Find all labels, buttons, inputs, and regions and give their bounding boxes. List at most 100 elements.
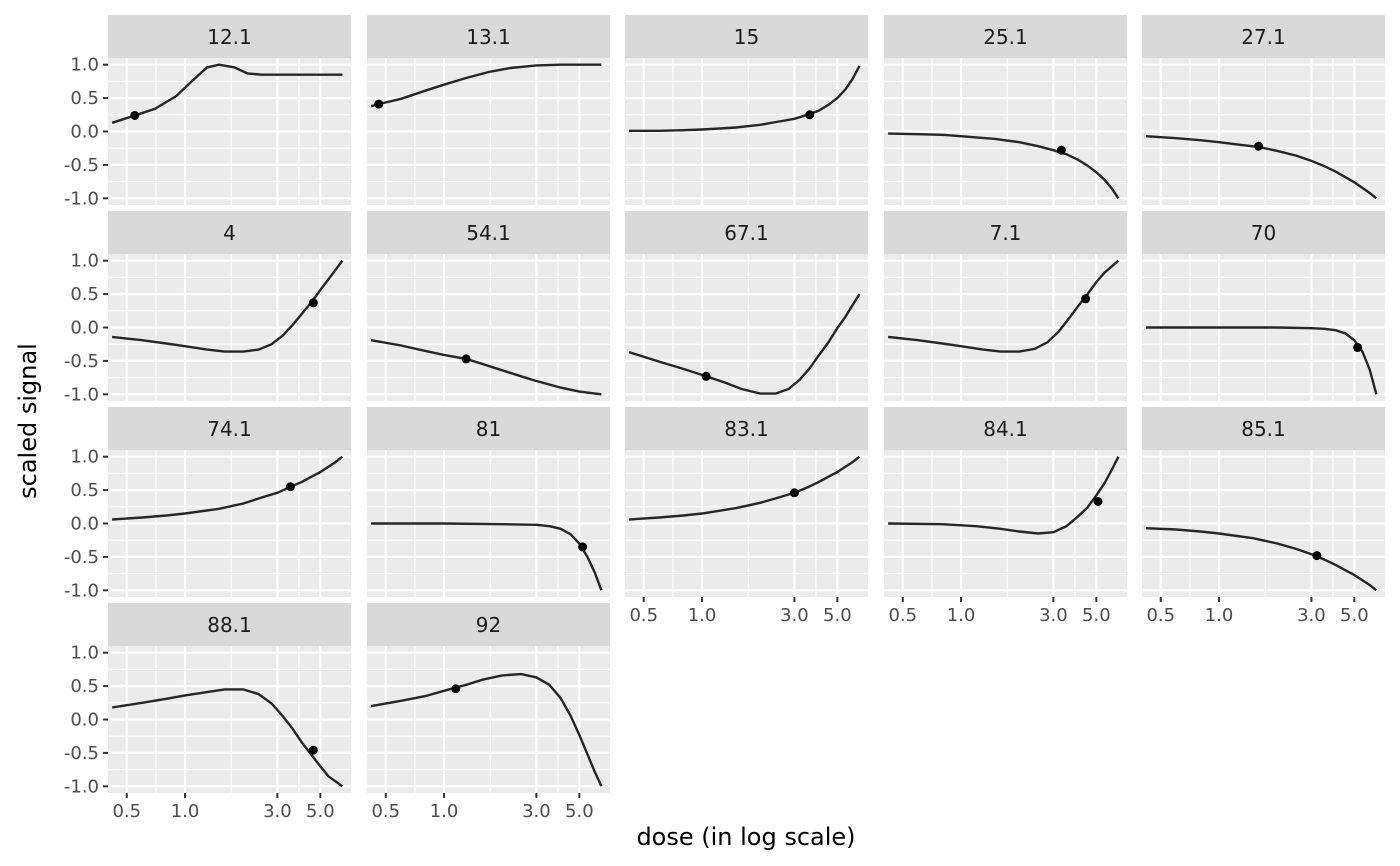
facet-strip xyxy=(625,15,868,58)
y-tick-label: -0.5 xyxy=(64,547,99,568)
facet-strip xyxy=(108,603,351,646)
x-tick-label: 0.5 xyxy=(371,801,400,822)
x-axis-title: dose (in log scale) xyxy=(636,823,855,851)
x-tick-label: 0.5 xyxy=(1146,605,1175,626)
facet-strip-label: 13.1 xyxy=(466,25,511,49)
facet-panel: 27.1 xyxy=(1142,15,1385,205)
series-curve xyxy=(111,688,344,788)
x-tick-label: 5.0 xyxy=(823,605,852,626)
facet-panel: 12.1 1.0 0.5 0.0 -0.5 -1.0 xyxy=(64,15,351,209)
facet-strip xyxy=(367,15,610,58)
facet-panel: 74.1 1.0 0.5 0.0 -0.5 -1.0 xyxy=(64,407,351,601)
data-point xyxy=(451,684,461,694)
facet-panel: 67.1 xyxy=(625,211,868,401)
facet-strip xyxy=(625,407,868,450)
data-point xyxy=(1353,343,1363,353)
facet-strip-label: 54.1 xyxy=(466,221,511,245)
y-tick-label: 1.0 xyxy=(70,447,99,468)
y-tick-label: -0.5 xyxy=(64,155,99,176)
data-point xyxy=(701,371,711,381)
data-point xyxy=(1254,141,1264,151)
series-curve xyxy=(112,455,344,521)
series-curve xyxy=(629,65,861,132)
series-curve xyxy=(887,259,1120,353)
facet-strip xyxy=(367,407,610,450)
facet-strip-label: 4 xyxy=(223,221,236,245)
facet-strip-label: 70 xyxy=(1251,221,1276,245)
facet-strip xyxy=(884,407,1127,450)
y-axis-title: scaled signal xyxy=(14,343,42,499)
series-curve xyxy=(628,293,861,395)
y-tick-label: 0.5 xyxy=(70,480,99,501)
facet-strip xyxy=(884,211,1127,254)
series-curve xyxy=(370,63,602,108)
x-tick-label: 5.0 xyxy=(306,801,335,822)
data-point xyxy=(789,488,799,498)
facet-strip-label: 15 xyxy=(734,25,759,49)
facet-strip-label: 12.1 xyxy=(207,25,252,49)
y-tick-label: -0.5 xyxy=(64,351,99,372)
x-tick-label: 1.0 xyxy=(430,801,459,822)
y-tick-label: -1.0 xyxy=(64,384,99,405)
y-tick-label: 0.0 xyxy=(70,710,99,731)
facet-strip-label: 25.1 xyxy=(983,25,1028,49)
data-point xyxy=(1081,294,1091,304)
facet-strip-label: 74.1 xyxy=(207,417,252,441)
facet-strip xyxy=(625,211,868,254)
y-tick-label: 0.0 xyxy=(70,122,99,143)
y-tick-label: 0.0 xyxy=(70,514,99,535)
data-point xyxy=(1093,496,1103,506)
facet-strip xyxy=(108,15,351,58)
data-point xyxy=(374,99,384,109)
facet-panel: 88.1 1.0 0.5 0.0 -0.5 -1.0 0.5 1.0 3.0 5.0 xyxy=(64,603,351,822)
x-tick-label: 3.0 xyxy=(522,801,551,822)
series-curve xyxy=(1146,527,1378,592)
series-curve xyxy=(888,456,1120,535)
facet-strip xyxy=(367,211,610,254)
x-tick-label: 1.0 xyxy=(688,605,717,626)
facet-panel: 15 xyxy=(625,15,868,205)
data-point xyxy=(578,542,588,552)
facet-panel: 81 xyxy=(367,407,610,597)
y-tick-label: -1.0 xyxy=(64,580,99,601)
facet-strip-label: 27.1 xyxy=(1241,25,1286,49)
series-curve xyxy=(370,672,603,787)
facet-strip-label: 85.1 xyxy=(1241,417,1286,441)
y-tick-label: 1.0 xyxy=(70,251,99,272)
y-tick-label: -1.0 xyxy=(64,776,99,797)
series-curve xyxy=(1146,135,1378,200)
facet-strip xyxy=(108,211,351,254)
y-tick-label: 0.5 xyxy=(70,676,99,697)
series-curve xyxy=(371,522,603,591)
facet-strip xyxy=(367,603,610,646)
facet-panel: 92 0.5 1.0 3.0 5.0 xyxy=(367,603,610,822)
series-curve xyxy=(111,259,344,353)
y-tick-label: -1.0 xyxy=(64,188,99,209)
facet-strip-label: 84.1 xyxy=(983,417,1028,441)
data-point xyxy=(1056,145,1066,155)
x-tick-label: 1.0 xyxy=(947,605,976,626)
facet-strip-label: 92 xyxy=(476,613,501,637)
data-point xyxy=(130,110,140,120)
x-tick-label: 1.0 xyxy=(171,801,200,822)
x-tick-label: 5.0 xyxy=(565,801,594,822)
facet-panel: 4 1.0 0.5 0.0 -0.5 -1.0 xyxy=(64,211,351,405)
data-point xyxy=(285,482,295,492)
series-curve xyxy=(888,132,1120,199)
facet-strip xyxy=(884,15,1127,58)
series-curve xyxy=(370,339,602,396)
x-tick-label: 5.0 xyxy=(1082,605,1111,626)
facet-panel: 7.1 xyxy=(884,211,1127,401)
facet-panel: 83.1 0.5 1.0 3.0 5.0 xyxy=(625,407,868,626)
facet-strip-label: 81 xyxy=(476,417,501,441)
data-point xyxy=(805,110,815,120)
x-tick-label: 3.0 xyxy=(263,801,292,822)
y-tick-label: 1.0 xyxy=(70,55,99,76)
x-tick-label: 3.0 xyxy=(1039,605,1068,626)
facet-strip xyxy=(1142,15,1385,58)
facet-panel: 84.1 0.5 1.0 3.0 5.0 xyxy=(884,407,1127,626)
x-tick-label: 3.0 xyxy=(1297,605,1326,626)
facet-strip xyxy=(1142,407,1385,450)
series-curve xyxy=(1146,326,1378,395)
